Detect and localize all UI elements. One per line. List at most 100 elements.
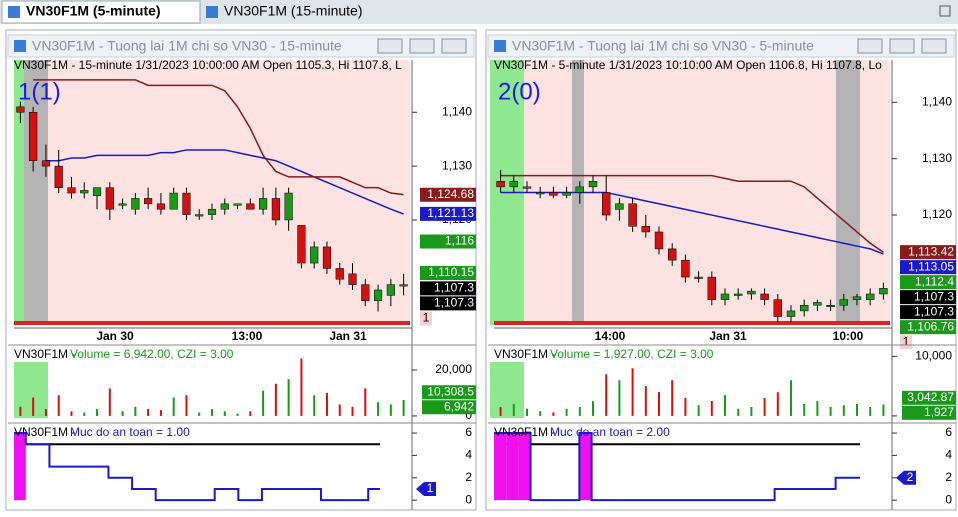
volume-tag — [422, 385, 476, 400]
volume-bar — [803, 404, 806, 416]
volume-bar — [790, 380, 792, 416]
volume-bar — [512, 404, 515, 416]
volume-bar — [57, 395, 60, 416]
volume-bar — [351, 406, 354, 416]
volume-bar — [19, 406, 22, 416]
price-tag — [420, 187, 476, 202]
volume-bar — [697, 405, 700, 416]
panel-header: VN30F1M - — [494, 347, 555, 361]
candle-body — [575, 186, 585, 193]
volume-bar — [108, 388, 111, 416]
candle-body — [879, 288, 888, 295]
price-tag — [420, 281, 476, 296]
window-button[interactable] — [921, 38, 947, 54]
candle-body — [386, 284, 395, 296]
window-button[interactable] — [377, 38, 403, 54]
candle-body — [335, 268, 344, 280]
volume-bar — [159, 410, 162, 416]
price-tag-label: 1,107.3 — [914, 289, 954, 303]
volume-tag — [422, 400, 476, 415]
price-tag — [420, 296, 476, 311]
volume-bar — [776, 392, 779, 416]
candle-body — [131, 198, 140, 210]
safety-tag-label: 2 — [907, 470, 914, 484]
candle-body — [773, 299, 783, 317]
volume-bar — [83, 412, 86, 416]
window-title: VN30F1M - Tuong lai 1M chi so VN30 - 15-… — [32, 38, 342, 54]
volume-bar — [300, 358, 303, 416]
y-tick-label: 0 — [465, 408, 472, 422]
panel-header: Muc do an toan = 1.00 — [70, 425, 190, 439]
candle-body — [654, 231, 664, 250]
volume-bar — [134, 406, 137, 416]
candle-body — [826, 305, 835, 308]
candle-body — [41, 160, 51, 167]
volume-bar — [223, 411, 226, 416]
window-button[interactable] — [409, 38, 435, 54]
candle-body — [118, 203, 127, 206]
panel-header: VN30F1M - — [494, 425, 555, 439]
volume-bar — [236, 413, 239, 416]
window-icon — [494, 40, 506, 52]
y-tick-label: 10,000 — [915, 349, 952, 363]
volume-bar — [198, 412, 201, 416]
tab-icon — [8, 6, 20, 18]
safety-line — [494, 432, 860, 502]
volume-bar — [605, 374, 608, 416]
volume-bar — [565, 408, 568, 416]
indicator-line — [45, 149, 404, 215]
y-tick-label: 6 — [465, 425, 472, 439]
candle-body — [667, 248, 677, 261]
session-bar — [494, 321, 890, 325]
price-tag-label: 1,107.3 — [914, 304, 954, 318]
volume-bar — [631, 368, 634, 416]
tab-title[interactable]: VN30F1M (5-minute) — [26, 3, 161, 19]
window-icon — [14, 40, 26, 52]
candle-body — [16, 106, 25, 113]
window-button[interactable] — [441, 38, 467, 54]
alert-bar — [579, 433, 592, 501]
candle-body — [195, 214, 204, 217]
safety-line — [14, 432, 380, 502]
price-tag — [420, 234, 476, 249]
volume-bar — [274, 383, 277, 416]
volume-bar — [44, 409, 47, 416]
volume-bar — [724, 395, 726, 416]
candle-body — [233, 203, 242, 206]
price-tag-label: 1,112.4 — [915, 274, 954, 288]
volume-bar — [618, 380, 621, 416]
candle-body — [67, 187, 76, 194]
plot-bg — [14, 60, 410, 325]
volume-bar — [763, 398, 766, 416]
volume-bar — [262, 390, 265, 416]
price-tag — [900, 335, 912, 350]
price-tag — [900, 275, 956, 290]
tab-title[interactable]: VN30F1M (15-minute) — [224, 3, 363, 19]
tab-active[interactable] — [1, 0, 201, 24]
window-button[interactable] — [889, 38, 915, 54]
volume-bar — [389, 404, 392, 416]
panel-header: Volume = 6,942.00, CZI = 3.00 — [70, 347, 234, 361]
window-button[interactable] — [857, 38, 883, 54]
price-tag-label: 1,121.13 — [427, 206, 474, 220]
price-tag — [900, 320, 956, 335]
window-titlebar — [487, 34, 955, 58]
candle-body — [220, 203, 229, 210]
candle-body — [747, 290, 756, 295]
chart-label: 1(1) — [18, 78, 61, 105]
candle-body — [297, 225, 306, 264]
candle-body — [813, 302, 822, 306]
volume-bar — [338, 404, 341, 416]
indicator-line — [33, 79, 404, 196]
volume-bar — [172, 397, 175, 416]
close-button[interactable] — [939, 5, 951, 17]
volume-bar — [644, 386, 647, 416]
session-bg — [14, 362, 48, 418]
window-title: VN30F1M - Tuong lai 1M chi so VN30 - 5-m… — [512, 38, 814, 54]
safety-tag — [896, 470, 916, 485]
y-tick-label: 20,000 — [435, 362, 472, 376]
volume-bar — [313, 395, 316, 416]
price-tag-label: 1 — [423, 311, 430, 325]
alert-bar — [494, 433, 507, 501]
